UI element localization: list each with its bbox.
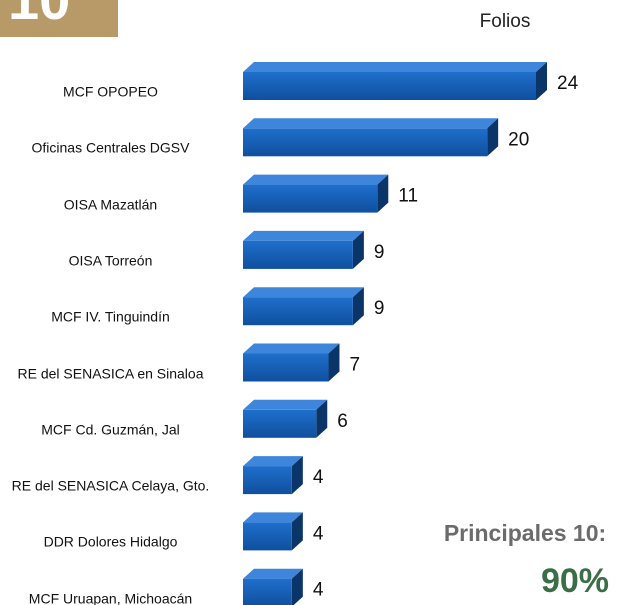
value-label: 6 (337, 411, 348, 432)
y-tick-label: OISA Mazatlán (8, 195, 213, 214)
bar (243, 287, 364, 326)
bar-top (243, 343, 340, 354)
y-tick-label: MCF Cd. Guzmán, Jal (8, 420, 213, 439)
bar (243, 230, 364, 269)
annotation: Principales 10: (444, 520, 606, 546)
value-label: 24 (557, 73, 579, 94)
bar-side (487, 118, 499, 157)
y-tick-label: OISA Torreón (8, 251, 213, 270)
y-tick-text: DDR Dolores Hidalgo (43, 533, 178, 550)
bar-top (243, 399, 328, 410)
bar-top (243, 287, 364, 298)
bar (243, 174, 389, 213)
y-tick-label: RE del SENASICA Celaya, Gto. (8, 477, 213, 496)
y-tick-label: MCF IV. Tinguindín (8, 308, 213, 327)
bar-top (243, 568, 303, 579)
bar-front (243, 128, 488, 157)
bar-front (243, 466, 292, 495)
bar-side (328, 343, 340, 382)
bar (243, 456, 303, 495)
y-tick-text: OISA Mazatlán (63, 196, 158, 213)
bar-side (352, 230, 364, 269)
bar (243, 568, 303, 605)
bar (243, 399, 328, 438)
badge-text: 10 (8, 0, 70, 31)
bar-side (536, 62, 547, 100)
value-label: 4 (313, 580, 324, 601)
y-tick-label: MCF OPOPEO (8, 83, 213, 102)
bar-front (243, 184, 378, 213)
annotation: 90% (541, 562, 609, 600)
y-tick-text: MCF OPOPEO (63, 83, 158, 100)
y-tick-text: RE del SENASICA Celaya, Gto. (11, 477, 210, 494)
y-tick-text: OISA Torreón (68, 252, 153, 269)
bar-top (243, 62, 547, 72)
bar (243, 343, 340, 382)
badge (0, 0, 118, 37)
value-label: 7 (349, 355, 360, 376)
bar-top (243, 512, 303, 523)
value-label: 4 (313, 523, 324, 544)
bar-front (243, 297, 353, 326)
bar-side (316, 399, 328, 438)
bar-side (377, 174, 389, 213)
bar-side (291, 456, 303, 495)
bar-top (243, 174, 389, 185)
y-tick-text: RE del SENASICA en Sinaloa (17, 365, 204, 381)
bar (243, 118, 499, 157)
bar-front (243, 522, 292, 551)
y-tick-label: RE del SENASICA en Sinaloa (8, 364, 213, 383)
bar (243, 62, 547, 100)
y-tick-text: Oficinas Centrales DGSV (31, 139, 190, 156)
y-tick-text: MCF IV. Tinguindín (51, 308, 170, 325)
bar-front (243, 72, 536, 100)
bar-side (291, 512, 303, 551)
value-label: 20 (508, 129, 529, 150)
bar-front (243, 409, 317, 438)
value-label: 9 (374, 298, 385, 319)
bar-side (352, 287, 364, 326)
value-label: 4 (313, 467, 324, 488)
bar-front (243, 240, 353, 269)
value-label: 9 (374, 242, 385, 263)
y-tick-label: Oficinas Centrales DGSV (8, 139, 213, 158)
y-tick-text: MCF Uruapan, Michoacán (28, 590, 193, 605)
y-tick-text: MCF Cd. Guzmán, Jal (41, 421, 180, 438)
bar-top (243, 456, 303, 467)
y-tick-label: DDR Dolores Hidalgo (8, 533, 213, 552)
bar (243, 512, 303, 551)
bar-top (243, 230, 364, 241)
bar-front (243, 578, 292, 605)
axis-label: Folios (480, 11, 531, 32)
y-tick-label: MCF Uruapan, Michoacán (8, 589, 213, 605)
bar-front (243, 353, 329, 382)
value-label: 11 (398, 186, 418, 207)
bar-top (243, 118, 499, 129)
bar-side (291, 568, 303, 605)
